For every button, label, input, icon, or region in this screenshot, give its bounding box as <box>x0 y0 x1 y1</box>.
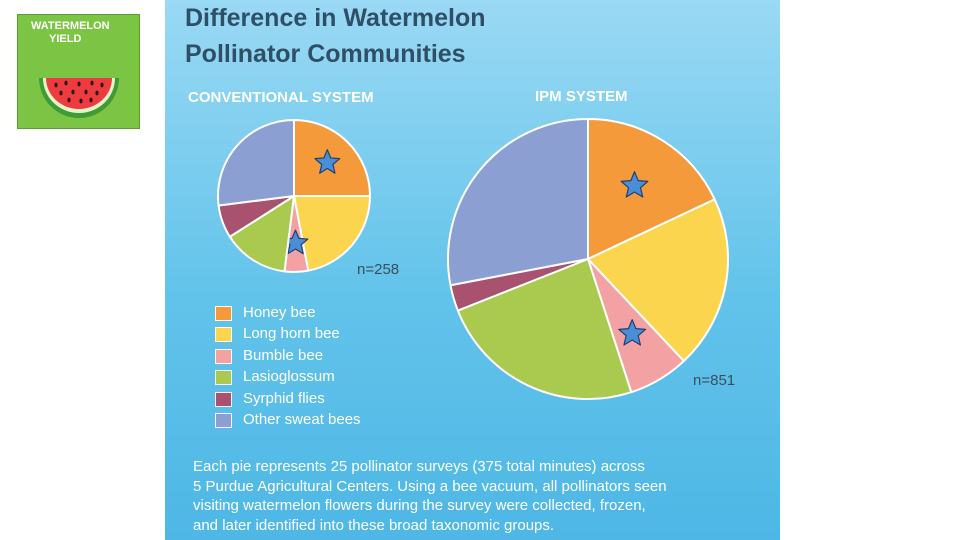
legend-swatch <box>215 391 232 407</box>
pie-charts <box>217 118 729 400</box>
badge-label-line1: WATERMELON <box>31 20 110 32</box>
legend-label: Long horn bee <box>243 325 340 343</box>
watermelon-yield-badge: WATERMELON YIELD <box>17 14 140 129</box>
caption-line: Each pie represents 25 pollinator survey… <box>193 458 645 475</box>
ipm-pie <box>447 118 729 400</box>
ipm-system-label: IPM SYSTEM <box>535 88 628 105</box>
legend-swatch <box>215 348 232 364</box>
legend-swatch <box>215 413 232 428</box>
caption-line: visiting watermelon flowers during the s… <box>193 497 646 514</box>
star-icon <box>620 171 649 198</box>
badge-label-line2: YIELD <box>49 32 82 45</box>
conventional-pie <box>217 119 371 273</box>
legend-swatch <box>215 306 232 321</box>
badge-label: WATERMELON YIELD <box>31 20 131 45</box>
legend-label: Syrphid flies <box>243 389 325 407</box>
legend-label: Bumble bee <box>243 346 324 364</box>
caption-line: and later identified into these broad ta… <box>193 516 555 534</box>
chart-title-line1: Difference in Watermelon <box>185 4 486 32</box>
pie-slice-long-horn-bee <box>587 198 729 363</box>
pie-slice-honey-bee <box>587 118 716 260</box>
legend-swatch <box>215 370 232 386</box>
legend-label: Lasioglossum <box>243 368 335 386</box>
pie-slice-other-sweat-bees <box>447 118 589 287</box>
star-icon <box>618 319 647 346</box>
legend-label: Other sweat bees <box>243 411 361 428</box>
pie-slice-long-horn-bee <box>293 195 371 272</box>
conventional-sample-size: n=258 <box>357 261 400 278</box>
pie-slice-other-sweat-bees <box>217 119 295 207</box>
ipm-sample-size: n=851 <box>693 372 736 389</box>
caption-line: 5 Purdue Agricultural Centers. Using a b… <box>193 477 667 495</box>
pie-slice-lasioglossum <box>228 195 295 273</box>
star-icon <box>314 149 341 174</box>
chart-title-line2: Pollinator Communities <box>185 40 466 68</box>
legend-swatch <box>215 327 232 343</box>
caption: Each pie represents 25 pollinator survey… <box>193 457 778 535</box>
conventional-system-label: CONVENTIONAL SYSTEM <box>188 89 374 106</box>
watermelon-slice-icon <box>39 78 119 118</box>
infographic-panel: Difference in Watermelon Pollinator Comm… <box>165 0 780 540</box>
legend-label: Honey bee <box>243 304 316 321</box>
